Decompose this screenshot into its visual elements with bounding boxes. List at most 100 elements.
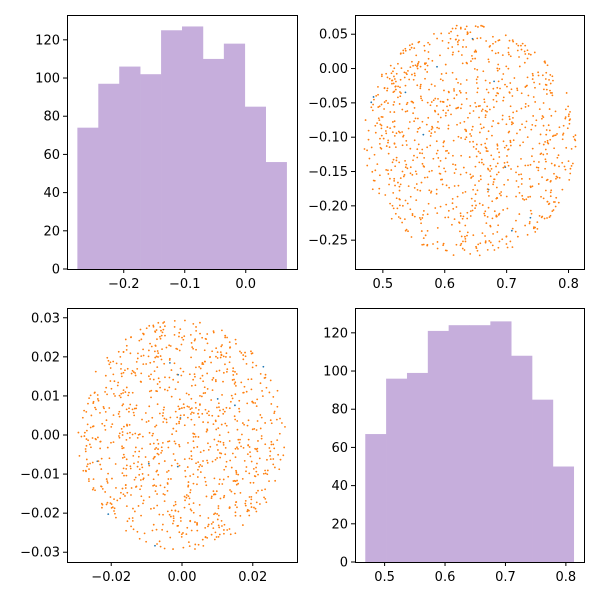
scatter-point	[414, 74, 416, 77]
scatter-point	[569, 110, 571, 113]
scatter-point	[374, 169, 377, 172]
scatter-point	[238, 410, 241, 413]
scatter-point	[206, 459, 208, 462]
scatter-point	[223, 523, 226, 526]
scatter-point	[166, 510, 169, 513]
scatter-point	[526, 84, 528, 87]
scatter-point	[531, 72, 534, 75]
scatter-point	[173, 319, 176, 322]
scatter-point	[567, 115, 570, 118]
y-tick-label: 0.05	[319, 28, 348, 43]
scatter-point	[427, 116, 430, 119]
scatter-point	[192, 482, 195, 485]
scatter-point	[234, 370, 236, 373]
scatter-point	[409, 48, 411, 51]
scatter-point	[185, 496, 188, 499]
scatter-point	[257, 473, 259, 476]
scatter-point	[250, 460, 253, 463]
scatter-point	[242, 391, 245, 394]
scatter-point	[406, 202, 409, 205]
scatter-point	[260, 416, 263, 419]
scatter-point	[255, 491, 258, 494]
scatter-point	[223, 468, 226, 471]
scatter-point	[163, 547, 166, 550]
scatter-point	[554, 201, 556, 203]
x-tick-label: 0.0	[235, 277, 256, 292]
scatter-point	[526, 49, 529, 52]
scatter-point	[516, 235, 519, 238]
scatter-point	[112, 441, 115, 444]
scatter-point	[442, 242, 445, 245]
scatter-point	[113, 380, 116, 383]
scatter-point	[521, 197, 524, 200]
scatter-point	[95, 408, 97, 411]
scatter-point	[178, 420, 181, 423]
scatter-point	[246, 424, 249, 427]
scatter-point	[251, 400, 254, 403]
scatter-point	[422, 243, 425, 246]
scatter-point	[252, 467, 255, 470]
scatter-point	[366, 164, 369, 167]
scatter-point	[506, 85, 508, 88]
scatter-point	[492, 35, 494, 38]
scatter-point	[498, 212, 501, 215]
scatter-point	[484, 210, 487, 213]
scatter-point	[128, 423, 131, 426]
scatter-point	[112, 392, 115, 395]
scatter-point	[255, 510, 258, 513]
scatter-point	[506, 207, 509, 210]
scatter-point	[81, 416, 84, 419]
scatter-point	[505, 123, 508, 126]
scatter-point	[516, 89, 519, 92]
scatter-point	[125, 505, 128, 508]
scatter-point	[419, 218, 422, 221]
scatter-point	[440, 32, 443, 35]
x-tick-label: 0.7	[496, 277, 517, 292]
histogram-bar	[202, 58, 225, 269]
scatter-point	[282, 454, 285, 457]
scatter-point	[438, 127, 440, 130]
scatter-point	[178, 331, 181, 334]
scatter-point	[443, 167, 445, 170]
scatter-point	[522, 141, 525, 144]
scatter-point	[136, 357, 139, 360]
scatter-point	[564, 116, 567, 118]
scatter-point	[503, 146, 506, 149]
scatter-point	[120, 375, 123, 378]
scatter-point	[147, 460, 150, 463]
scatter-point	[253, 475, 256, 477]
scatter-point	[221, 525, 223, 527]
scatter-point	[275, 418, 278, 421]
scatter-point	[270, 422, 273, 425]
scatter-point	[103, 407, 105, 410]
scatter-point	[498, 240, 501, 243]
scatter-point	[210, 522, 213, 525]
scatter-point	[90, 414, 93, 417]
scatter-point	[405, 73, 408, 76]
scatter-point	[421, 99, 424, 102]
scatter-point	[120, 372, 123, 375]
scatter-point	[156, 504, 159, 507]
scatter-point	[218, 526, 221, 529]
scatter-point	[207, 523, 210, 526]
scatter-point	[405, 228, 408, 231]
scatter-point	[143, 532, 146, 535]
scatter-point	[393, 120, 396, 123]
scatter-point	[207, 525, 209, 528]
scatter-point	[150, 345, 153, 348]
scatter-point	[442, 244, 445, 247]
scatter-point	[455, 168, 457, 171]
scatter-point	[478, 180, 480, 182]
scatter-point	[208, 356, 211, 359]
scatter-point	[162, 412, 165, 414]
scatter-point	[430, 132, 433, 135]
scatter-point	[125, 439, 128, 441]
scatter-point	[492, 120, 495, 122]
scatter-point	[462, 166, 465, 169]
scatter-point	[532, 96, 535, 98]
scatter-point	[125, 344, 128, 347]
scatter-point	[148, 431, 151, 434]
scatter-point	[436, 212, 439, 215]
scatter-point	[231, 397, 234, 400]
scatter-point	[88, 480, 90, 483]
